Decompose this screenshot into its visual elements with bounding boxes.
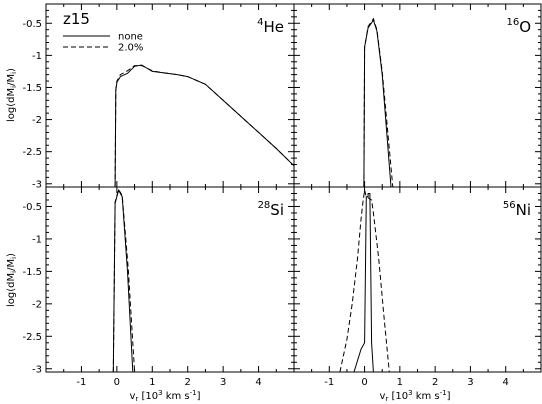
y-tick-label: -2 xyxy=(32,299,42,310)
y-tick-label: -2.5 xyxy=(22,147,42,158)
model-label: z15 xyxy=(63,10,90,28)
panel-title: 16O xyxy=(506,17,531,36)
x-tick-label: 3 xyxy=(467,377,473,388)
series-dashed-line xyxy=(363,17,394,188)
panel-title: 56Ni xyxy=(503,200,531,219)
y-tick-label: -0.5 xyxy=(22,202,42,213)
panel-si: -1 0 1 2 3 4 -3 -2.5 -2 -1.5 -1 -0.5 28Si xyxy=(22,186,295,388)
x-tick-label: -1 xyxy=(76,377,86,388)
series-solid-line xyxy=(112,188,134,373)
series-dashed-line xyxy=(339,190,390,373)
x-tick-label: 1 xyxy=(149,377,155,388)
y-tick-label: -3 xyxy=(32,364,42,375)
x-axis-label: vr [103 km s-1] xyxy=(379,389,450,403)
panel-title: 4He xyxy=(257,17,284,36)
y-tick-label: -0.5 xyxy=(22,19,42,30)
y-tick-label: -1 xyxy=(32,234,42,245)
y-tick-label: -1.5 xyxy=(22,83,42,94)
y-tick-label: -1.5 xyxy=(22,267,42,278)
axes-frame xyxy=(293,3,542,188)
x-tick-label: 2 xyxy=(185,377,191,388)
y-tick-label: -2.5 xyxy=(22,332,42,343)
x-tick-label: -1 xyxy=(324,377,334,388)
axes-frame xyxy=(293,186,542,373)
y-tick-label: -3 xyxy=(32,179,42,190)
y-axis-label: log(dMi/Mi) xyxy=(6,253,18,307)
y-axis-label: log(dMi/Mi) xyxy=(6,68,18,122)
x-tick-label: 4 xyxy=(255,377,261,388)
x-tick-label: 4 xyxy=(503,377,509,388)
panel-ni: -1 0 1 2 3 4 56Ni xyxy=(293,186,542,388)
panel-title: 28Si xyxy=(258,200,284,219)
x-tick-label: 2 xyxy=(432,377,438,388)
x-tick-label: 1 xyxy=(397,377,403,388)
axes-frame xyxy=(45,3,295,188)
series-dashed-line xyxy=(114,65,295,188)
panel-he: -3 -2.5 -2 -1.5 -1 -0.5 4He xyxy=(22,3,295,190)
panel-o: 16O xyxy=(293,3,542,188)
y-tick-label: -2 xyxy=(32,115,42,126)
x-tick-label: 0 xyxy=(114,377,120,388)
legend-label: 2.0% xyxy=(118,43,143,54)
series-solid-line xyxy=(353,193,374,373)
x-axis-label: vr [103 km s-1] xyxy=(129,389,200,403)
y-tick-label: -1 xyxy=(32,51,42,62)
series-dashed-line xyxy=(112,188,136,373)
legend-label: none xyxy=(118,32,143,43)
series-solid-line xyxy=(363,18,392,188)
axes-frame xyxy=(45,186,295,373)
x-tick-label: 3 xyxy=(220,377,226,388)
x-tick-label: 0 xyxy=(361,377,367,388)
series-solid-line xyxy=(114,64,295,188)
